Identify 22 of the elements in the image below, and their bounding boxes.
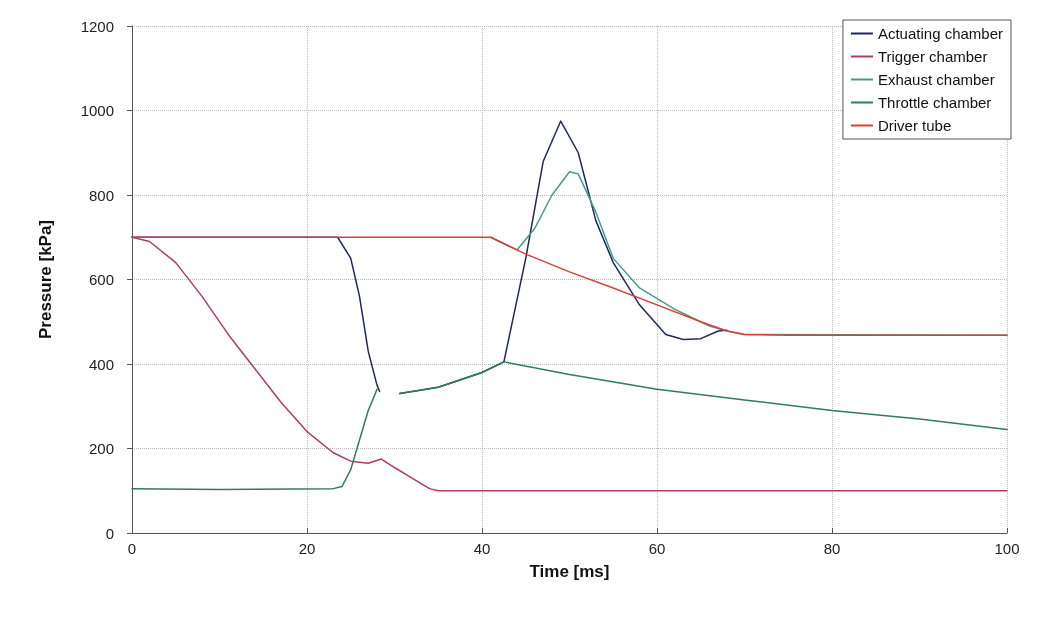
y-tick-label: 600 bbox=[88, 271, 114, 288]
x-tick-label: 60 bbox=[648, 540, 666, 557]
legend-label: Trigger chamber bbox=[877, 48, 988, 65]
y-tick-label: 1200 bbox=[80, 17, 114, 35]
y-tick-label: 0 bbox=[105, 524, 114, 542]
legend-label: Throttle chamber bbox=[877, 94, 992, 111]
x-tick-label: 100 bbox=[994, 540, 1020, 557]
y-tick-label: 800 bbox=[88, 186, 114, 204]
y-tick-label: 1000 bbox=[80, 102, 114, 119]
x-tick-label: 80 bbox=[823, 540, 841, 557]
x-tick-label: 40 bbox=[473, 540, 491, 557]
x-tick-label: 20 bbox=[298, 540, 316, 557]
y-tick-label: 200 bbox=[88, 440, 114, 457]
legend-label: Actuating chamber bbox=[877, 25, 1004, 42]
legend-label: Exhaust chamber bbox=[877, 71, 995, 88]
x-tick-label: 0 bbox=[127, 540, 137, 557]
line-series bbox=[131, 236, 1008, 337]
line-series bbox=[131, 236, 1008, 492]
y-tick-label: 400 bbox=[88, 355, 114, 373]
x-axis-title: Time [ms] bbox=[529, 562, 610, 581]
legend-label: Driver tube bbox=[877, 117, 952, 134]
y-axis-title: Pressure [kPa] bbox=[36, 219, 55, 340]
